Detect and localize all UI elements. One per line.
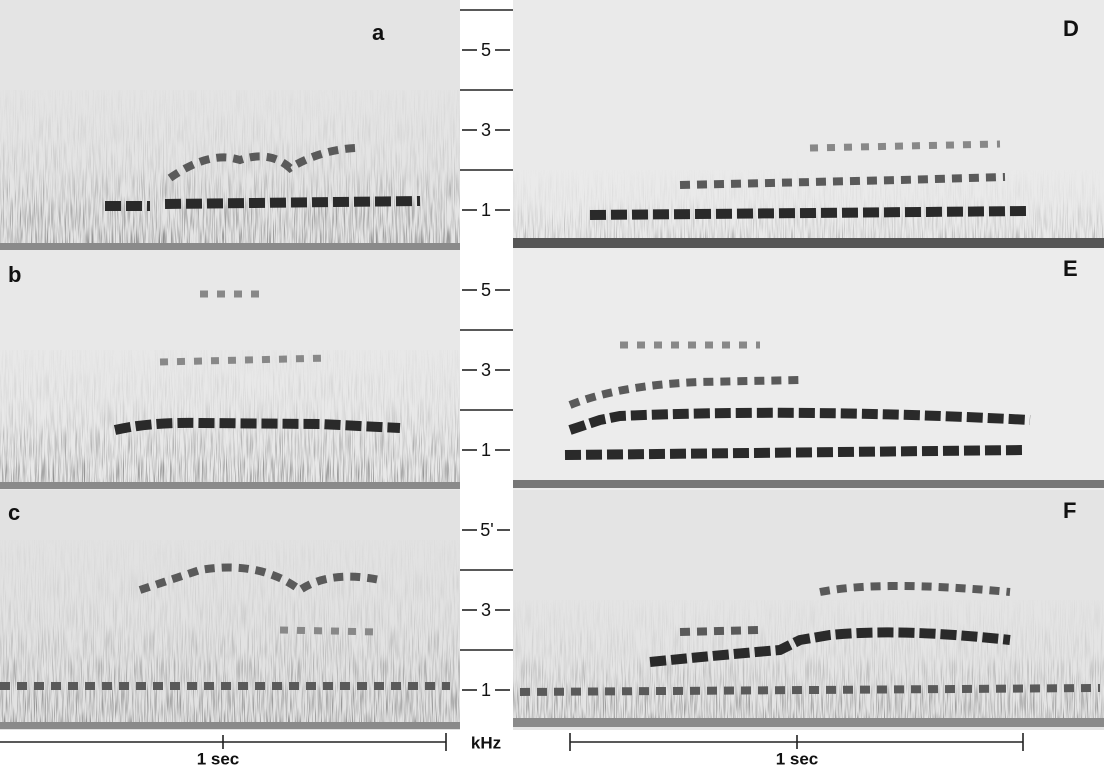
baseline (0, 722, 460, 729)
tick-dashes (462, 49, 510, 691)
baseline (513, 480, 1104, 488)
trace (809, 140, 1001, 152)
trace (589, 206, 1031, 220)
time-scale-label: 1 sec (197, 749, 240, 768)
trace (649, 627, 1011, 667)
panel-label: a (372, 20, 385, 45)
panel-label: E (1063, 256, 1078, 281)
trace (679, 173, 1006, 189)
frequency-scale: 5 3 1 5 3 1 5' 3 1 (460, 0, 513, 730)
freq-label: 3 (481, 600, 491, 620)
trace (159, 354, 331, 366)
trace (105, 196, 421, 211)
baseline (0, 482, 460, 489)
trace (568, 376, 801, 409)
freq-label: 1 (481, 680, 491, 700)
trace (113, 417, 401, 435)
freq-label: 1 (481, 440, 491, 460)
freq-label: 5 (481, 40, 491, 60)
panel-label: D (1063, 16, 1079, 41)
time-scale (0, 733, 1024, 751)
trace (138, 563, 381, 595)
time-scale-label: 1 sec (776, 749, 819, 768)
freq-label: 3 (481, 120, 491, 140)
panel-label: F (1063, 498, 1076, 523)
freq-label: 5 (481, 280, 491, 300)
trace (519, 684, 1101, 696)
freq-label: 1 (481, 200, 491, 220)
panel-label: c (8, 500, 20, 525)
trace (564, 445, 1026, 460)
freq-label: 5' (480, 520, 493, 540)
scale-strip (460, 0, 513, 730)
noise (0, 90, 460, 245)
noise (0, 350, 460, 485)
harmonics (0, 140, 1101, 696)
noise (513, 600, 1104, 725)
panel-label: b (8, 262, 21, 287)
unit-label: kHz (471, 733, 501, 752)
freq-label: 3 (481, 360, 491, 380)
trace (568, 407, 1031, 435)
baseline (513, 238, 1104, 248)
baseline (0, 243, 460, 250)
trace (167, 144, 356, 182)
trace (679, 582, 1011, 636)
baseline (513, 718, 1104, 727)
